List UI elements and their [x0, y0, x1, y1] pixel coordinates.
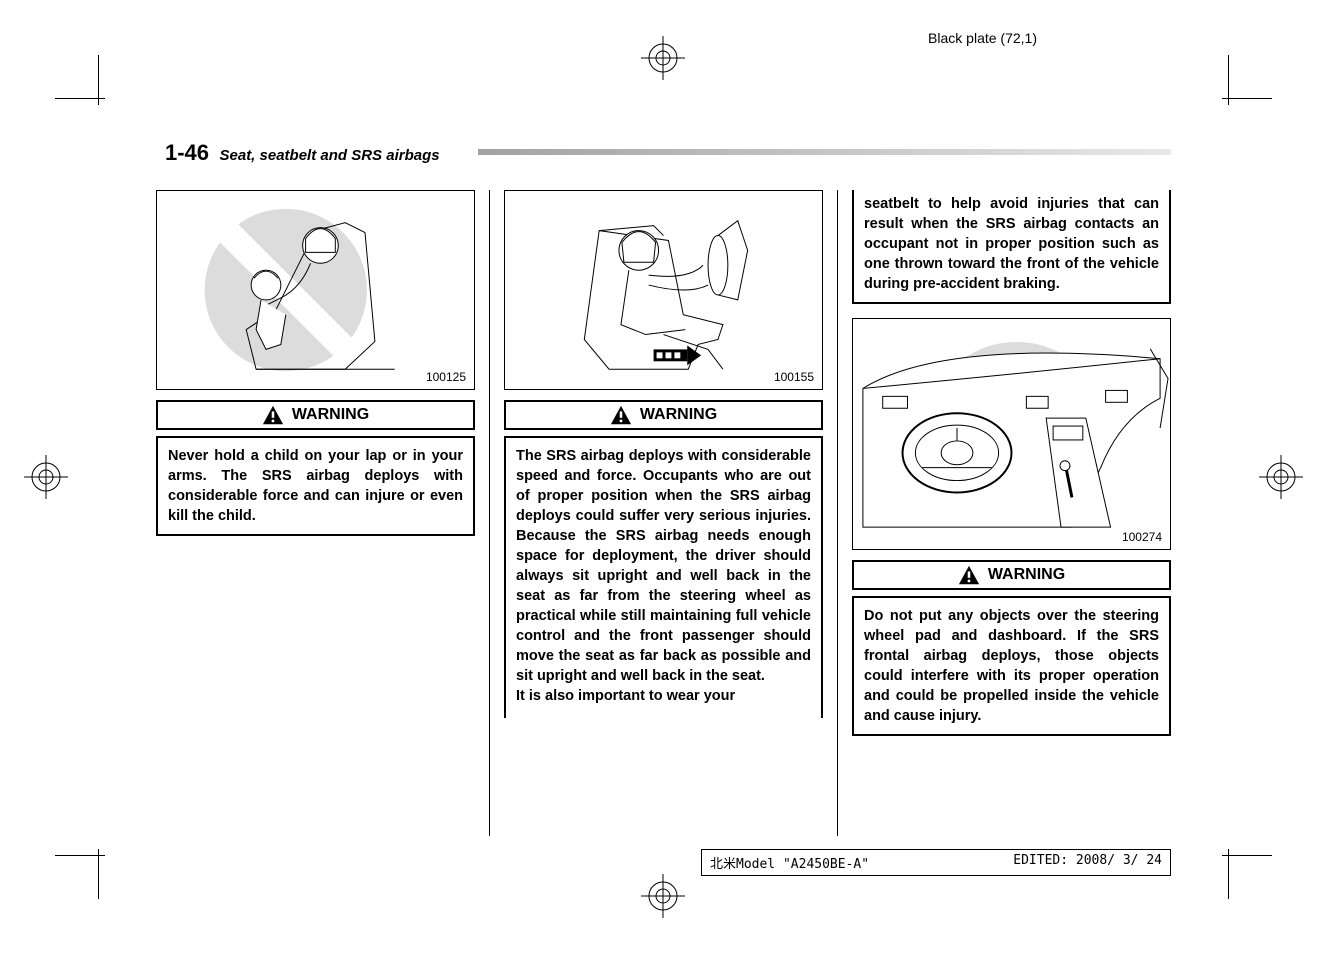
- warning-text-p2: It is also important to wear your: [516, 686, 811, 706]
- warning-icon: [610, 405, 632, 425]
- driver-posture-svg: [505, 191, 822, 389]
- illustration-driver-posture: 100155: [504, 190, 823, 390]
- column-divider: [837, 190, 838, 836]
- illustration-dashboard-objects: 100274: [852, 318, 1171, 550]
- warning-header: WARNING: [156, 400, 475, 430]
- content-area: 100125 WARNING Never hold a child on you…: [156, 190, 1171, 794]
- illustration-id: 100274: [1122, 530, 1162, 544]
- warning-header: WARNING: [852, 560, 1171, 590]
- warning-text-p1: The SRS airbag deploys with considerable…: [516, 446, 811, 686]
- crop-mark: [1228, 849, 1229, 899]
- footer-model-box: 北米Model "A2450BE-A" EDITED: 2008/ 3/ 24: [701, 849, 1171, 876]
- column-divider: [489, 190, 490, 836]
- crop-mark: [1222, 855, 1272, 856]
- dashboard-prohibit-svg: [853, 319, 1170, 549]
- crop-mark: [1222, 98, 1272, 99]
- warning-body: Do not put any objects over the steering…: [852, 596, 1171, 736]
- prohibit-child-lap-svg: [157, 191, 474, 389]
- footer-edited: EDITED: 2008/ 3/ 24: [1013, 853, 1162, 872]
- crop-mark: [98, 55, 99, 105]
- page-title: Seat, seatbelt and SRS airbags: [220, 147, 440, 164]
- warning-body: Never hold a child on your lap or in you…: [156, 436, 475, 536]
- illustration-id: 100125: [426, 370, 466, 384]
- warning-icon: [262, 405, 284, 425]
- warning-text-continue: seatbelt to help avoid injuries that can…: [864, 194, 1159, 294]
- warning-label: WARNING: [640, 406, 717, 424]
- column-1: 100125 WARNING Never hold a child on you…: [156, 190, 475, 794]
- footer-model: 北米Model "A2450BE-A": [710, 853, 869, 872]
- warning-icon: [958, 565, 980, 585]
- warning-body-continued: The SRS airbag deploys with considerable…: [504, 436, 823, 718]
- crop-mark: [1228, 55, 1229, 105]
- crop-mark: [98, 849, 99, 899]
- warning-label: WARNING: [292, 406, 369, 424]
- page-header: 1-46 Seat, seatbelt and SRS airbags: [165, 140, 1162, 166]
- registration-mark: [24, 455, 68, 499]
- registration-mark: [641, 874, 685, 918]
- warning-text: Never hold a child on your lap or in you…: [168, 446, 463, 526]
- warning-header: WARNING: [504, 400, 823, 430]
- warning-label: WARNING: [988, 566, 1065, 584]
- column-2: 100155 WARNING The SRS airbag deploys wi…: [504, 190, 823, 794]
- registration-mark: [1259, 455, 1303, 499]
- registration-mark: [641, 36, 685, 80]
- plate-label: Black plate (72,1): [928, 30, 1037, 46]
- warning-text: Do not put any objects over the steering…: [864, 606, 1159, 726]
- illustration-id: 100155: [774, 370, 814, 384]
- warning-body-continuation: seatbelt to help avoid injuries that can…: [852, 190, 1171, 304]
- column-3: seatbelt to help avoid injuries that can…: [852, 190, 1171, 794]
- page-number: 1-46: [165, 140, 209, 165]
- illustration-child-on-lap: 100125: [156, 190, 475, 390]
